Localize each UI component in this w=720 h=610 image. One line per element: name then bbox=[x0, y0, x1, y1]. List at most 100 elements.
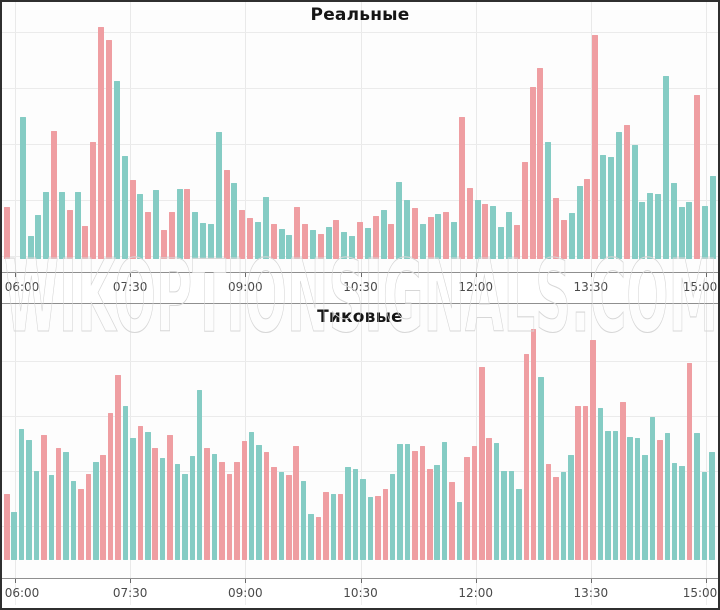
bar-pink bbox=[263, 452, 270, 560]
vertical-gridline bbox=[130, 579, 132, 605]
bar-teal bbox=[694, 433, 700, 560]
bar-pink bbox=[270, 224, 277, 259]
bar-pink bbox=[4, 207, 10, 259]
vertical-gridline bbox=[706, 579, 708, 605]
bar-teal bbox=[300, 481, 307, 560]
bar-pink bbox=[90, 142, 97, 259]
chart-tick-plot-area: Тиковые bbox=[2, 304, 718, 579]
bar-pink bbox=[247, 218, 254, 259]
bar-teal bbox=[506, 212, 512, 259]
x-axis-label: 13:30 bbox=[573, 280, 609, 294]
bar-pink bbox=[388, 224, 395, 259]
x-axis-tick bbox=[15, 579, 16, 583]
x-axis-tick bbox=[590, 579, 592, 583]
bar-pink bbox=[372, 216, 379, 259]
bar-teal bbox=[93, 462, 99, 560]
vertical-gridline bbox=[360, 273, 362, 303]
x-axis-label: 10:30 bbox=[343, 280, 378, 294]
bar-teal bbox=[451, 222, 458, 259]
bar-teal bbox=[63, 452, 69, 560]
bar-teal bbox=[639, 202, 646, 259]
bar-pink bbox=[167, 435, 173, 560]
x-axis-tick bbox=[706, 273, 708, 277]
bar-teal bbox=[58, 192, 65, 259]
bar-teal bbox=[248, 432, 255, 560]
bar-teal bbox=[189, 456, 196, 560]
bar-teal bbox=[671, 463, 678, 560]
bar-pink bbox=[337, 494, 344, 560]
bar-teal bbox=[159, 458, 166, 560]
bar-teal bbox=[48, 475, 55, 560]
bar-teal bbox=[456, 502, 463, 560]
x-axis-tick bbox=[130, 273, 132, 277]
x-axis-label: 15:00 bbox=[682, 586, 718, 600]
bar-pink bbox=[160, 230, 167, 259]
bar-teal bbox=[545, 142, 552, 259]
x-axis-label: 06:00 bbox=[4, 586, 40, 600]
x-axis-tick bbox=[245, 273, 247, 277]
bar-pink bbox=[293, 446, 299, 560]
bar-pink bbox=[152, 448, 158, 560]
vertical-gridline bbox=[15, 579, 16, 605]
bar-pink bbox=[466, 188, 473, 259]
bar-pink bbox=[184, 189, 191, 259]
bar-teal bbox=[576, 186, 583, 259]
bar-pink bbox=[419, 446, 426, 560]
bar-teal bbox=[207, 224, 214, 259]
vertical-gridline bbox=[590, 579, 592, 605]
bar-teal bbox=[709, 176, 716, 259]
bar-pink bbox=[590, 340, 596, 560]
bar-teal bbox=[196, 390, 203, 560]
vertical-gridline bbox=[15, 273, 16, 303]
bar-teal bbox=[26, 440, 32, 560]
bar-teal bbox=[634, 438, 641, 560]
bar-pink bbox=[530, 329, 537, 560]
x-axis-label: 07:30 bbox=[112, 280, 148, 294]
bar-teal bbox=[43, 192, 50, 259]
bar-pink bbox=[523, 354, 530, 560]
bar-pink bbox=[204, 448, 210, 560]
bar-pink bbox=[129, 180, 136, 259]
bar-teal bbox=[137, 194, 144, 259]
bar-teal bbox=[498, 227, 505, 259]
bar-teal bbox=[349, 236, 356, 259]
bar-teal bbox=[474, 200, 481, 259]
bar-pink bbox=[553, 198, 560, 259]
bar-pink bbox=[41, 435, 47, 560]
x-axis-label: 12:00 bbox=[458, 280, 493, 294]
bar-teal bbox=[380, 210, 387, 259]
vertical-gridline bbox=[245, 273, 247, 303]
chart-real-plot-area: Реальные bbox=[2, 2, 718, 273]
bar-teal bbox=[211, 454, 218, 560]
vertical-gridline bbox=[706, 273, 708, 303]
bar-teal bbox=[278, 472, 285, 560]
bar-pink bbox=[482, 204, 489, 259]
bar-teal bbox=[262, 197, 269, 259]
bar-pink bbox=[560, 220, 567, 259]
x-axis-tick bbox=[360, 273, 362, 277]
bar-pink bbox=[137, 426, 144, 560]
bar-pink bbox=[55, 448, 62, 560]
bar-teal bbox=[605, 431, 611, 560]
bar-pink bbox=[66, 210, 73, 259]
bar-teal bbox=[404, 200, 411, 259]
bar-pink bbox=[333, 220, 340, 259]
bar-pink bbox=[239, 210, 246, 259]
bar-teal bbox=[627, 437, 633, 560]
bar-pink bbox=[694, 95, 701, 259]
bar-teal bbox=[631, 145, 638, 259]
bar-pink bbox=[315, 517, 322, 560]
bar-pink bbox=[356, 222, 363, 259]
bar-teal bbox=[396, 182, 403, 259]
bar-pink bbox=[382, 489, 389, 560]
bar-pink bbox=[584, 179, 591, 259]
bar-pink bbox=[412, 451, 418, 560]
bar-pink bbox=[82, 226, 89, 259]
bar-teal bbox=[501, 471, 507, 560]
bar-teal bbox=[662, 76, 669, 259]
bar-pink bbox=[686, 363, 693, 560]
bar-teal bbox=[360, 479, 366, 560]
chart-tick-x-axis: 06:00 07:30 09:00 10:30 12:00 13:30 15:00 bbox=[2, 579, 718, 605]
x-axis-tick bbox=[590, 273, 592, 277]
bar-pink bbox=[464, 457, 470, 560]
